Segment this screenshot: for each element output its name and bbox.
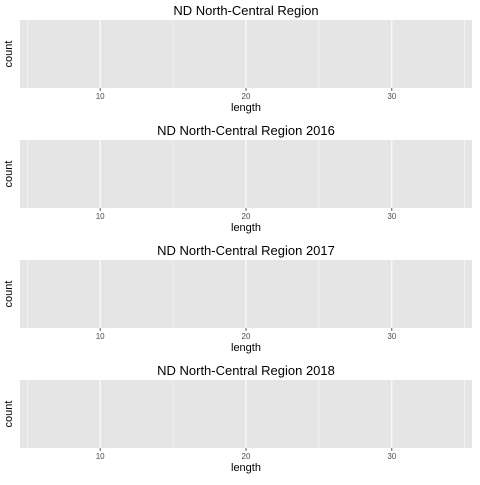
facet-2: ND North-Central Region 2016 10 20 30 length… (3, 123, 472, 234)
facet-4: ND North-Central Region 2018 10 20 30 length… (3, 363, 472, 474)
x-tick-label: 30 (387, 212, 396, 221)
x-tick-label: 20 (242, 452, 251, 461)
y-axis-label: count (3, 401, 15, 428)
x-axis-label: length (231, 342, 261, 354)
x-axis-label: length (231, 222, 261, 234)
facet-3: ND North-Central Region 2017 10 20 30 length… (3, 243, 472, 354)
x-axis-label: length (231, 462, 261, 474)
x-tick-label: 20 (242, 212, 251, 221)
x-tick-label: 20 (242, 332, 251, 341)
facet-title: ND North-Central Region 2017 (157, 243, 335, 258)
x-tick-label: 10 (96, 92, 105, 101)
x-tick-label: 30 (387, 92, 396, 101)
facet-title: ND North-Central Region 2016 (157, 123, 335, 138)
x-tick-label: 20 (242, 92, 251, 101)
y-axis-label: count (3, 41, 15, 68)
x-tick-label: 30 (387, 332, 396, 341)
x-tick-label: 10 (96, 212, 105, 221)
facet-1: ND North-Central Region 10 20 30 length count (3, 3, 472, 114)
x-tick-label: 10 (96, 452, 105, 461)
x-tick-label: 10 (96, 332, 105, 341)
facet-title: ND North-Central Region 2018 (157, 363, 335, 378)
y-axis-label: count (3, 161, 15, 188)
x-axis-label: length (231, 102, 261, 114)
facet-title: ND North-Central Region (173, 3, 318, 18)
x-tick-label: 30 (387, 452, 396, 461)
y-axis-label: count (3, 281, 15, 308)
